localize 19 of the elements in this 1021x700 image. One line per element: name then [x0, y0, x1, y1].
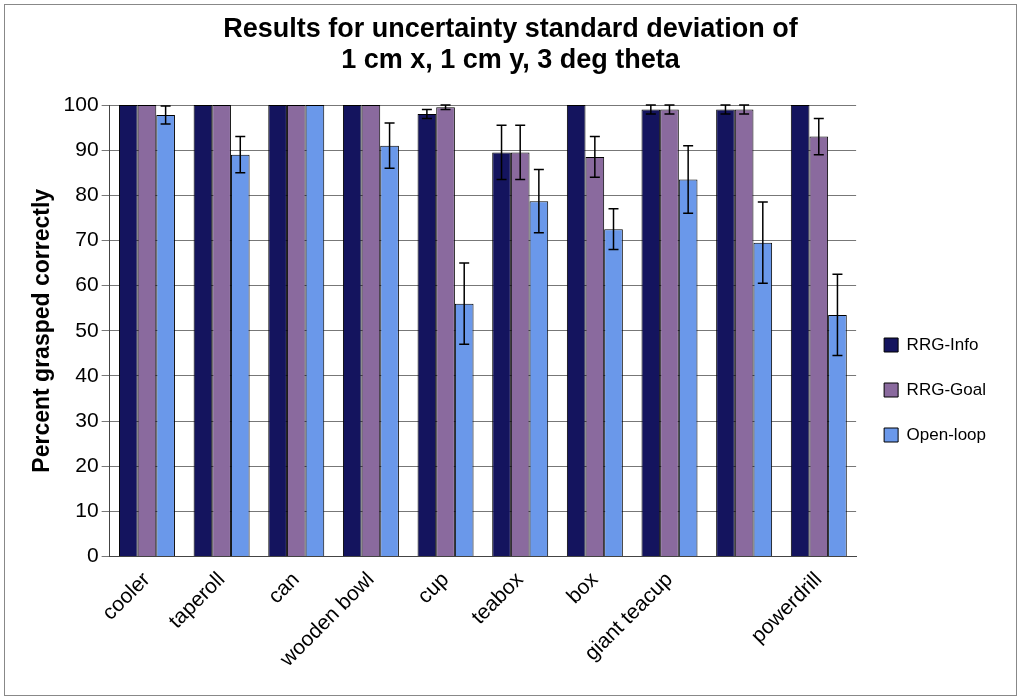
legend-label: Open-loop: [906, 424, 986, 444]
y-tick-label: 50: [75, 317, 99, 341]
legend-label: RRG-Goal: [906, 379, 986, 399]
y-tick-label: 100: [63, 91, 99, 115]
x-tick-label: can: [262, 567, 304, 608]
x-tick-label: box: [561, 566, 603, 608]
y-axis-title: Percent grasped correctly: [28, 188, 55, 473]
y-tick-label: 20: [75, 453, 99, 476]
y-tick-label: 10: [75, 498, 99, 522]
y-tick-label: 80: [75, 182, 99, 206]
chart-title: Results for uncertainty standard deviation of 1 cm x, 1 cm y, 3 deg theta: [222, 13, 799, 75]
y-tick-label: 70: [75, 227, 99, 251]
legend-label: RRG-Info: [906, 334, 979, 354]
y-tick-label: 90: [75, 136, 99, 160]
y-tick-label: 60: [75, 272, 99, 296]
x-tick-label: cup: [412, 567, 453, 608]
y-tick-label: 40: [75, 362, 99, 386]
y-tick-label: 30: [75, 407, 99, 431]
y-tick-label: 0: [86, 543, 99, 567]
